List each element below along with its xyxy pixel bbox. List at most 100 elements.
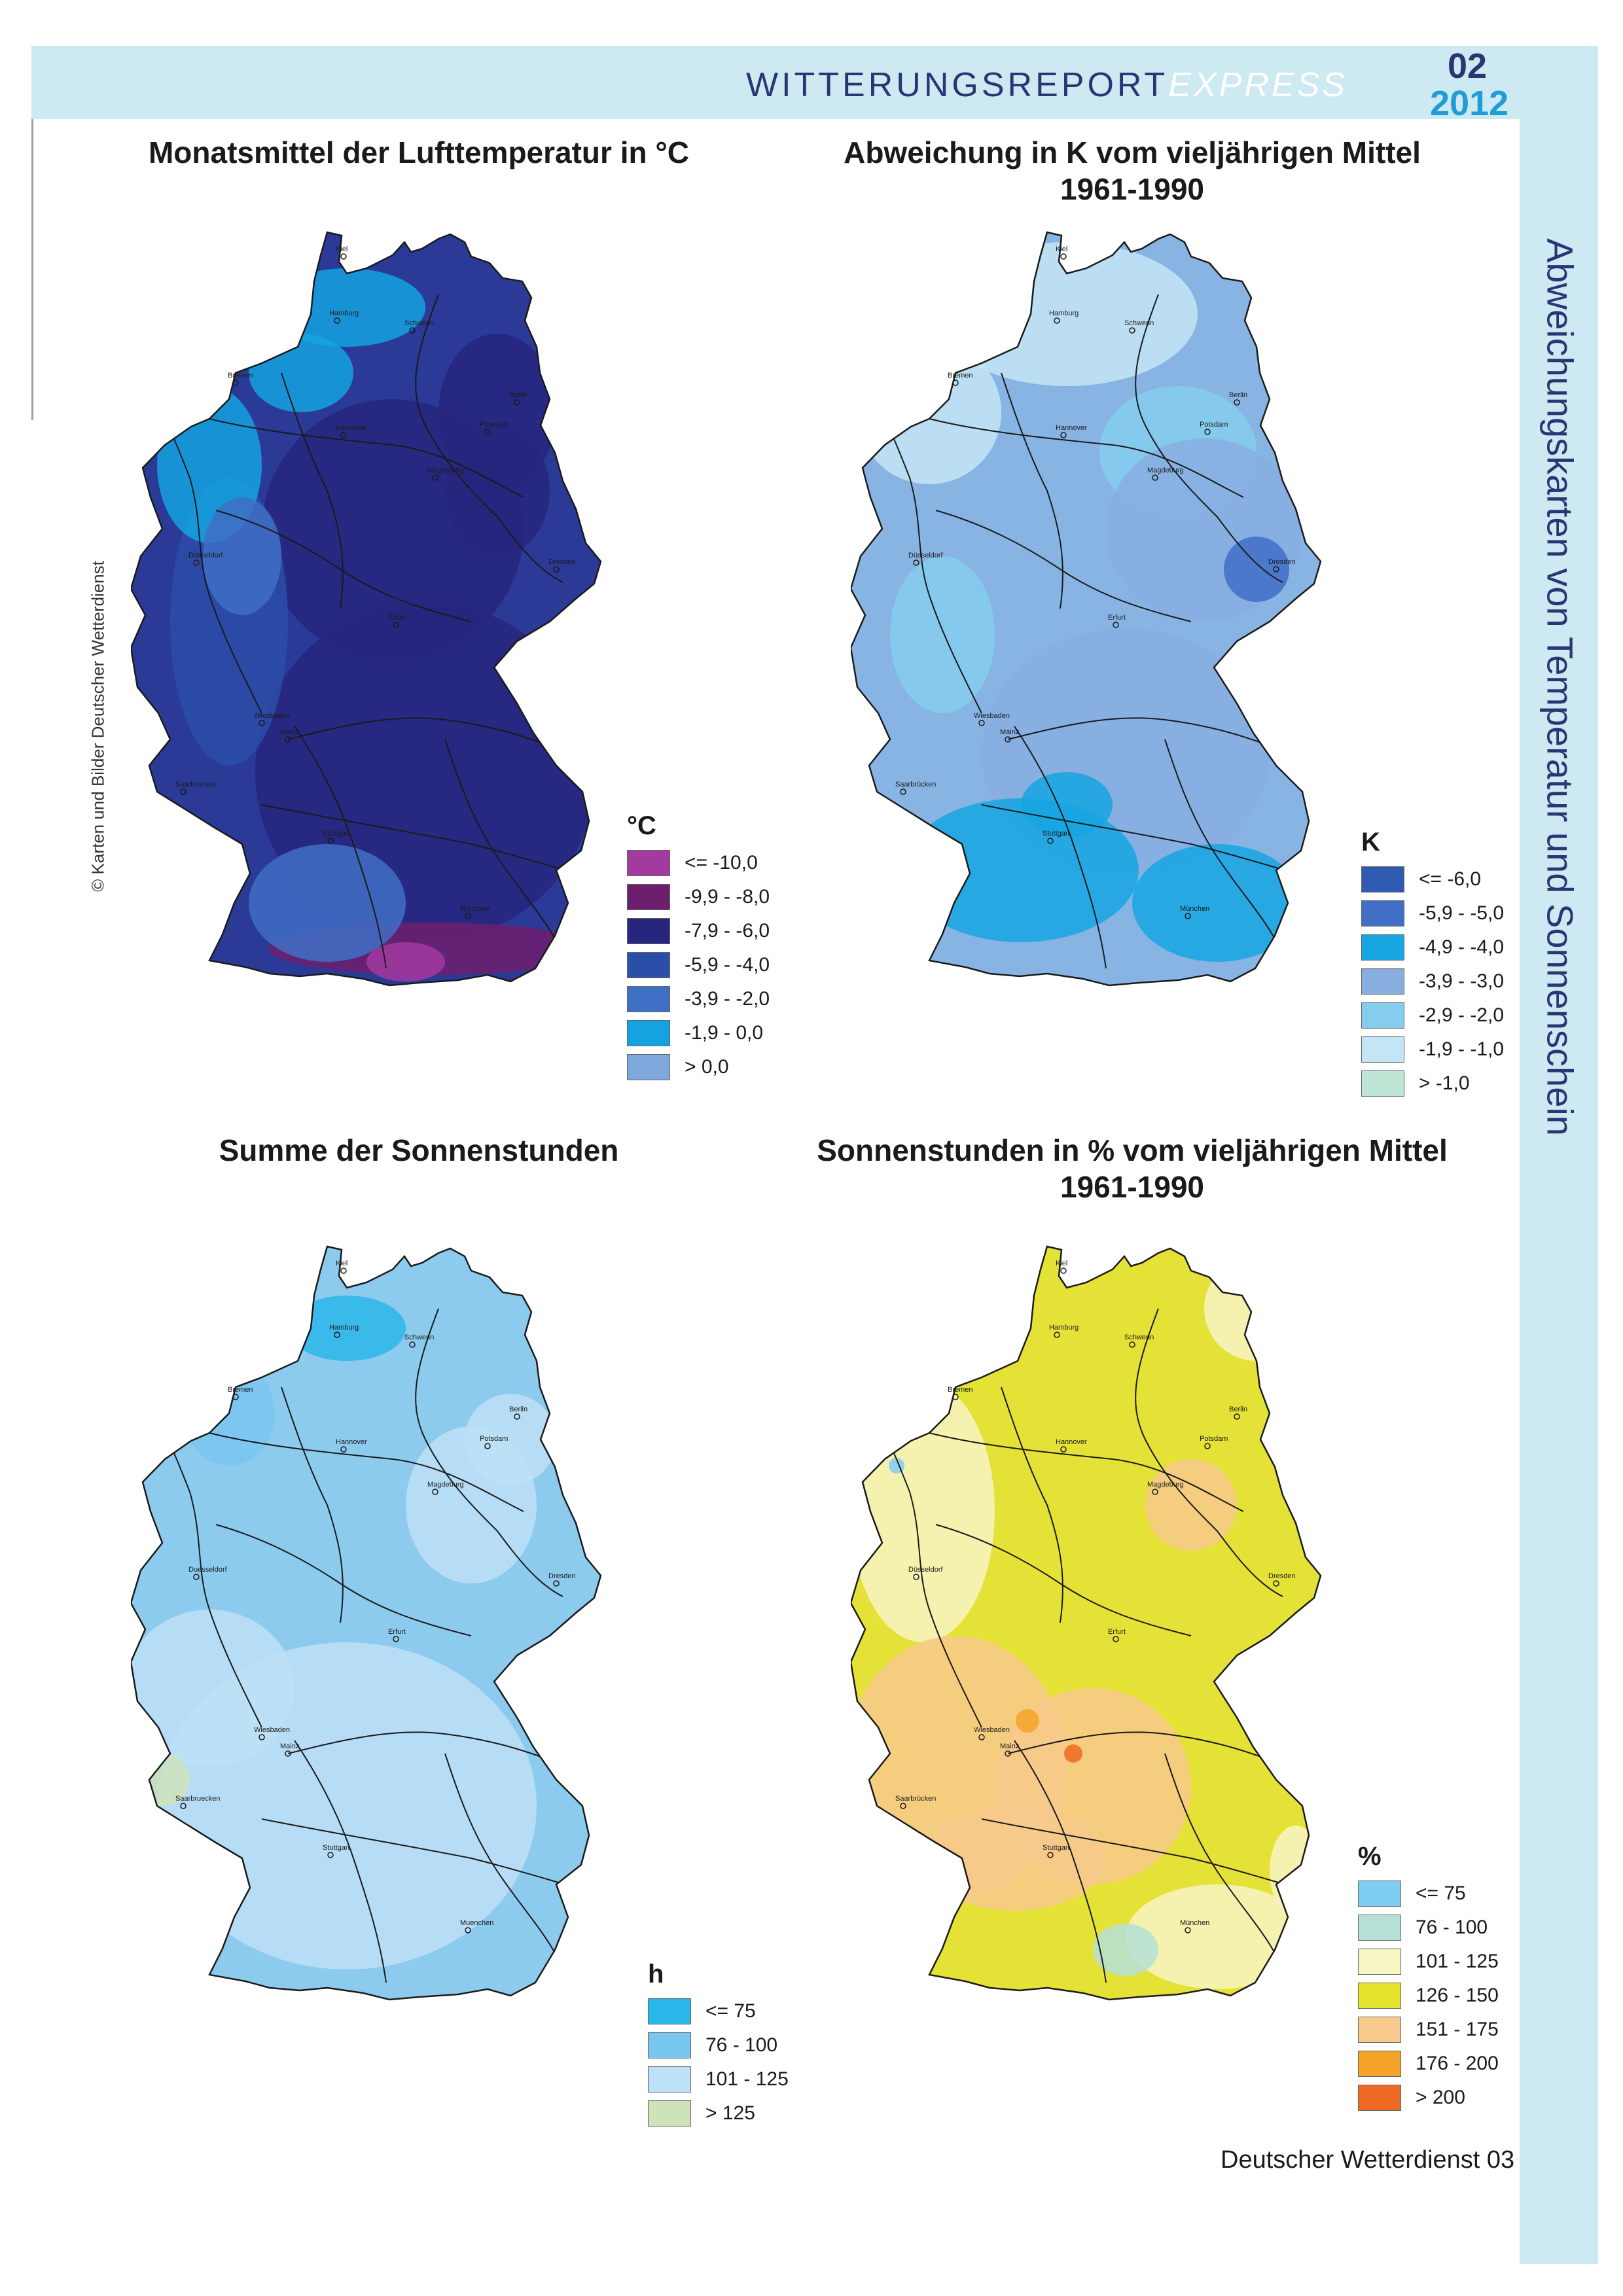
legend-swatch [1361,1070,1404,1097]
city-label: Wiesbaden [974,1726,1010,1734]
city-marker [232,380,239,386]
city-label: Wiesbaden [254,1726,290,1734]
legend-entry: 76 - 100 [648,2028,789,2062]
city-marker [484,1443,491,1449]
city-marker [465,1927,471,1934]
map-1-title-text: Monatsmittel der Lufttemperatur in °C [148,135,689,169]
city-label: Schwerin [1124,1333,1154,1341]
city-label: Hannover [1056,1438,1087,1446]
legend-label: -1,9 - 0,0 [685,1022,764,1044]
map-1-legend: °C <= -10,0 -9,9 - -8,0 -7,9 - -6,0 -5,9 - -… [627,811,770,1084]
map-2-subtitle: 1961-1990 [1060,172,1204,206]
city-label: Berlin [1229,1405,1247,1413]
city-label: Düsseldorf [908,1566,944,1574]
legend-entry: -1,9 - -1,0 [1361,1033,1504,1067]
city-marker [409,327,416,334]
map-3-river [444,1753,563,1970]
map-1-river [444,739,563,956]
map-1-border [131,231,602,987]
city-label: Schwerin [404,319,434,327]
map-4-region [1093,1924,1158,1976]
city-label: Stuttgart [323,1844,350,1852]
legend-entry: <= 75 [1358,1877,1499,1911]
legend-swatch [627,1054,670,1080]
map-4-legend: % <= 75 76 - 100 101 - 125 126 - 150 151 - 17… [1358,1842,1499,2115]
city-marker [334,317,340,324]
legend-entry: -7,9 - -6,0 [627,914,770,948]
city-marker [978,1734,985,1740]
map-3-river [209,1432,524,1512]
legend-swatch [648,2100,691,2127]
map-3-river [215,1524,472,1636]
city-label: Hannover [336,1438,367,1446]
legend-swatch [627,918,670,944]
legend-swatch [1361,934,1404,961]
city-marker [193,559,200,566]
legend-swatch [648,2066,691,2093]
city-label: Mainz [280,1742,299,1750]
city-marker [1273,566,1279,573]
city-marker [432,1489,438,1495]
city-marker [1129,1341,1135,1348]
map-4-river [1164,1753,1283,1970]
legend-swatch [627,986,670,1012]
city-label: Magdeburg [427,467,464,474]
legend-swatch [648,1998,691,2024]
map-4-river [935,1524,1192,1636]
legend-label: <= -10,0 [685,852,758,874]
city-label: Potsdam [1200,421,1228,429]
map-4-sunshine-percent: Kiel Hamburg Schwerin Bremen Berlin Hannover P… [851,1245,1322,2001]
map-3-region [288,1296,406,1361]
map-3-region [157,1642,537,1969]
city-label: Bremen [228,372,253,380]
map-3-region [465,1394,556,1485]
legend-entry: > 125 [648,2096,789,2130]
map-2-river [1001,372,1063,609]
city-marker [193,1574,200,1580]
city-label: Saarbrücken [175,781,216,788]
issue-number: 02 [1448,46,1488,86]
legend-swatch [1358,2017,1401,2043]
city-label: Berlin [509,1405,527,1413]
map-1-region [249,844,406,962]
city-marker [1054,317,1060,324]
legend-label: <= 75 [705,2000,756,2022]
city-marker [285,736,291,743]
city-marker [232,1394,239,1400]
city-marker [1204,1443,1211,1449]
legend-swatch [627,952,670,978]
legend-swatch [1361,900,1404,927]
city-marker [900,788,906,795]
map-3-river [281,1386,344,1623]
city-marker [1060,1446,1067,1453]
map-4-river [1135,1308,1283,1597]
image-credit: © Karten und Bilder Deutscher Wetterdien… [88,561,108,892]
city-label: Wiesbaden [974,712,1010,720]
city-label: Potsdam [480,421,508,429]
map-3-title: Summe der Sonnenstunden [98,1132,740,1169]
city-label: Hannover [336,424,367,432]
city-marker [340,1446,347,1453]
map-1-region [249,334,353,412]
legend-label: > 200 [1416,2087,1465,2108]
city-label: Hamburg [1049,1324,1079,1332]
city-label: Berlin [509,391,527,399]
legend-label: 151 - 175 [1416,2019,1499,2040]
city-label: Potsdam [480,1435,508,1443]
city-label: Schwerin [404,1333,434,1341]
map-3-sunshine-hours: Kiel Hamburg Schwerin Bremen Berlin Hannover P… [131,1245,602,2001]
legend-label: 76 - 100 [705,2034,778,2056]
map-2-border [851,231,1322,987]
legend-swatch [627,884,670,910]
city-label: München [460,905,490,913]
issue-year: 2012 [1430,84,1509,123]
city-marker [1054,1332,1060,1338]
city-marker [1204,429,1211,435]
city-marker [553,1580,560,1587]
city-marker [484,429,491,435]
legend-swatch [1358,1949,1401,1975]
map-4-region [851,1381,995,1642]
legend-swatch [1358,1881,1401,1907]
legend-label: 176 - 200 [1416,2053,1499,2074]
map-4-region [1064,1744,1082,1763]
